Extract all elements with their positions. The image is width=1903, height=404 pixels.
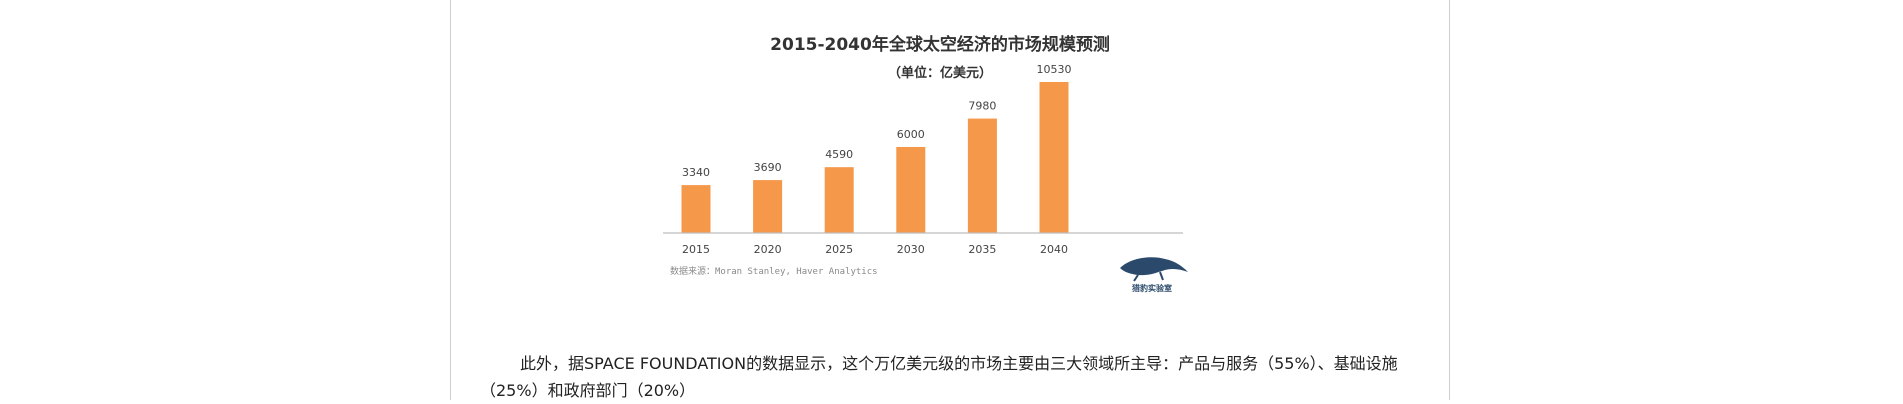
bar-2020 [753,180,783,233]
watermark-logo-text: 猎豹实验室 [1131,283,1172,293]
bar-2035 [967,118,997,233]
leopard-icon [1120,257,1188,282]
x-tick-label-2030: 2030 [897,243,925,256]
chart-subtitle: （单位：亿美元） [888,65,992,81]
bar-chart: 2015-2040年全球太空经济的市场规模预测 （单位：亿美元） 3340 201… [660,10,1200,340]
bars-group: 3340 2015 3690 2020 4590 2025 6000 2030 7980 2035… [681,63,1072,256]
bar-2025 [824,167,854,233]
data-label-2035: 7980 [968,100,996,113]
bar-2015 [681,185,711,233]
x-tick-label-2040: 2040 [1040,243,1068,256]
data-label-2040: 10530 [1037,63,1072,76]
article-column [450,0,1450,400]
data-label-2015: 3340 [682,166,710,179]
chart-title: 2015-2040年全球太空经济的市场规模预测 [770,34,1110,55]
data-label-2030: 6000 [897,128,925,141]
bar-2040 [1039,82,1069,233]
data-label-2020: 3690 [754,161,782,174]
x-tick-label-2015: 2015 [682,243,710,256]
x-tick-label-2020: 2020 [754,243,782,256]
chart-svg: 2015-2040年全球太空经济的市场规模预测 （单位：亿美元） 3340 201… [663,34,1188,293]
data-label-2025: 4590 [825,148,853,161]
bar-2030 [896,146,926,233]
chart-source-note: 数据来源：Moran Stanley, Haver Analytics [670,265,878,277]
x-tick-label-2025: 2025 [825,243,853,256]
article-paragraph: 此外，据SPACE FOUNDATION的数据显示，这个万亿美元级的市场主要由三… [480,354,1398,400]
x-tick-label-2035: 2035 [968,243,996,256]
